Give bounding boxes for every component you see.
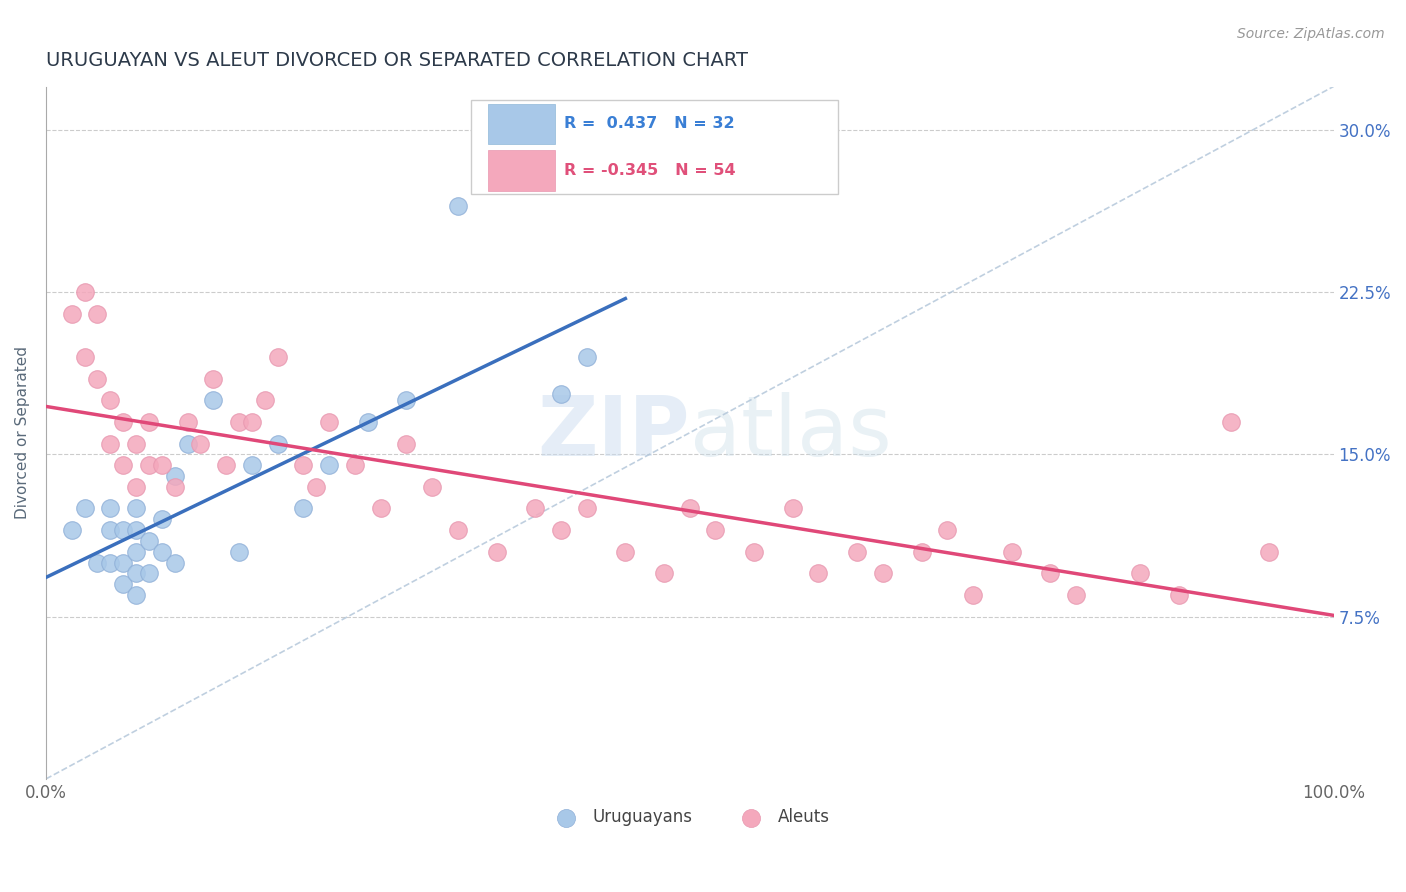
FancyBboxPatch shape <box>471 101 838 194</box>
Point <box>60 307 83 321</box>
Point <box>98 556 121 570</box>
Point <box>190 436 212 450</box>
Point <box>176 415 198 429</box>
Point <box>267 436 290 450</box>
Point <box>524 501 547 516</box>
Point <box>370 501 392 516</box>
Point <box>98 436 121 450</box>
Point <box>138 458 160 472</box>
Point <box>112 556 135 570</box>
Point <box>807 566 830 581</box>
Point <box>447 523 470 537</box>
FancyBboxPatch shape <box>488 103 554 144</box>
Point <box>228 545 250 559</box>
Point <box>846 545 869 559</box>
Point <box>575 501 598 516</box>
Point <box>228 415 250 429</box>
Point <box>550 386 572 401</box>
Point <box>98 501 121 516</box>
Point <box>73 501 96 516</box>
Point <box>125 480 148 494</box>
Point <box>343 458 366 472</box>
Point <box>679 501 702 516</box>
Legend: Uruguayans, Aleuts: Uruguayans, Aleuts <box>543 802 837 833</box>
Point <box>60 523 83 537</box>
Point <box>163 480 186 494</box>
Point <box>936 523 959 537</box>
Point <box>138 566 160 581</box>
Point <box>73 350 96 364</box>
Point <box>1219 415 1241 429</box>
Point <box>253 393 276 408</box>
Point <box>292 458 315 472</box>
Point <box>150 458 173 472</box>
Point <box>1168 588 1191 602</box>
Point <box>176 436 198 450</box>
Point <box>318 415 340 429</box>
Point <box>575 350 598 364</box>
Point <box>240 415 263 429</box>
Point <box>86 371 108 385</box>
Text: R =  0.437   N = 32: R = 0.437 N = 32 <box>564 116 734 131</box>
Point <box>150 512 173 526</box>
Point <box>125 523 148 537</box>
Point <box>150 545 173 559</box>
Point <box>550 523 572 537</box>
Point <box>112 577 135 591</box>
Point <box>395 393 418 408</box>
Point <box>704 523 727 537</box>
Point <box>112 415 135 429</box>
Point <box>98 393 121 408</box>
Point <box>1001 545 1024 559</box>
Point <box>1039 566 1062 581</box>
Point <box>112 523 135 537</box>
Point <box>202 393 225 408</box>
Point <box>125 436 148 450</box>
Point <box>395 436 418 450</box>
Point <box>163 469 186 483</box>
Text: URUGUAYAN VS ALEUT DIVORCED OR SEPARATED CORRELATION CHART: URUGUAYAN VS ALEUT DIVORCED OR SEPARATED… <box>46 51 748 70</box>
Point <box>485 545 508 559</box>
Point <box>962 588 984 602</box>
Point <box>86 307 108 321</box>
Point <box>240 458 263 472</box>
Point <box>357 415 380 429</box>
Point <box>292 501 315 516</box>
Point <box>420 480 443 494</box>
Point <box>1064 588 1087 602</box>
Point <box>652 566 675 581</box>
FancyBboxPatch shape <box>488 151 554 191</box>
Point <box>202 371 225 385</box>
Point <box>86 556 108 570</box>
Point <box>125 588 148 602</box>
Point <box>872 566 894 581</box>
Point <box>742 545 765 559</box>
Point <box>782 501 804 516</box>
Point <box>447 198 470 212</box>
Text: R = -0.345   N = 54: R = -0.345 N = 54 <box>564 163 735 178</box>
Point <box>73 285 96 299</box>
Point <box>125 566 148 581</box>
Point <box>163 556 186 570</box>
Point <box>138 533 160 548</box>
Point <box>910 545 932 559</box>
Point <box>267 350 290 364</box>
Text: Source: ZipAtlas.com: Source: ZipAtlas.com <box>1237 27 1385 41</box>
Point <box>215 458 238 472</box>
Point <box>138 415 160 429</box>
Point <box>125 501 148 516</box>
Point <box>98 523 121 537</box>
Point <box>305 480 328 494</box>
Text: ZIP: ZIP <box>537 392 690 474</box>
Point <box>112 458 135 472</box>
Point <box>125 545 148 559</box>
Point <box>1258 545 1281 559</box>
Y-axis label: Divorced or Separated: Divorced or Separated <box>15 346 30 519</box>
Point <box>614 545 637 559</box>
Point <box>318 458 340 472</box>
Text: atlas: atlas <box>690 392 891 474</box>
Point <box>1129 566 1152 581</box>
